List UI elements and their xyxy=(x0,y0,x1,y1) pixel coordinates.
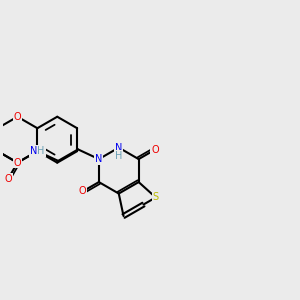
Text: O: O xyxy=(4,174,12,184)
Text: O: O xyxy=(79,187,86,196)
Text: N: N xyxy=(95,154,103,164)
Text: O: O xyxy=(14,112,21,122)
Text: O: O xyxy=(151,145,159,155)
Text: H: H xyxy=(115,151,122,161)
Text: O: O xyxy=(14,158,21,168)
Text: N: N xyxy=(115,142,122,153)
Text: S: S xyxy=(153,192,159,203)
Text: H: H xyxy=(38,146,45,156)
Text: N: N xyxy=(30,146,38,156)
